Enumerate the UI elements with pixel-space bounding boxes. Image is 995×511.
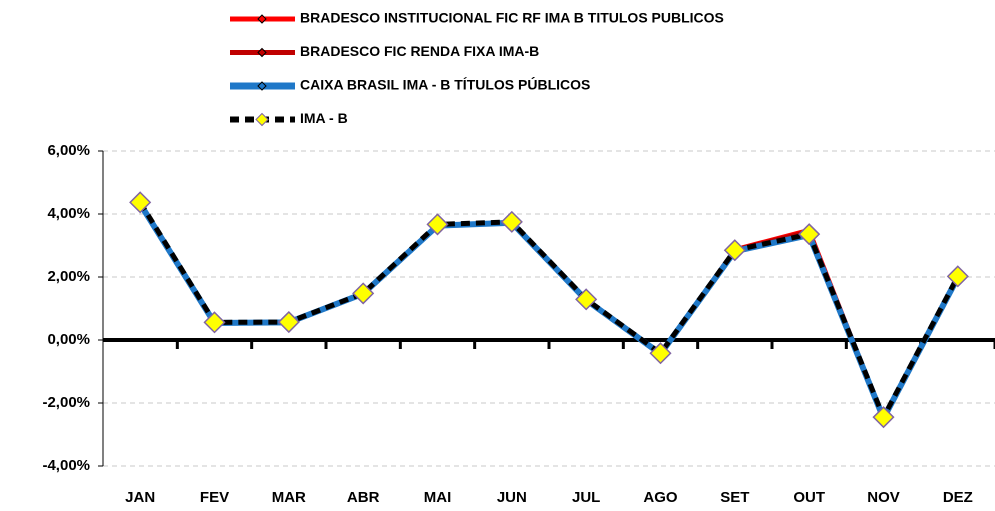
data-marker [798, 223, 821, 246]
y-tick-label: 2,00% [47, 268, 90, 285]
x-tick-label: AGO [643, 489, 678, 506]
y-tick-label: -2,00% [42, 394, 90, 411]
series-line [138, 201, 961, 420]
x-tick-label: DEZ [943, 489, 973, 506]
y-tick-label: 6,00% [47, 142, 90, 159]
data-marker [946, 265, 969, 288]
data-marker [426, 213, 449, 236]
data-marker [277, 310, 300, 334]
x-tick-label: SET [720, 489, 749, 506]
y-tick-label: 4,00% [47, 205, 90, 222]
series-line [138, 203, 960, 421]
legend-label: BRADESCO INSTITUCIONAL FIC RF IMA B TITU… [300, 10, 724, 26]
y-tick-label: -4,00% [42, 457, 90, 474]
series-line [137, 202, 961, 422]
data-marker [203, 311, 226, 334]
x-tick-label: MAR [272, 489, 306, 506]
data-marker [723, 239, 746, 262]
data-marker [500, 210, 523, 233]
x-tick-label: FEV [200, 489, 229, 506]
x-tick-label: ABR [347, 489, 380, 506]
data-marker [575, 288, 598, 311]
series-line [138, 203, 960, 420]
legend-marker [257, 14, 267, 24]
legend: BRADESCO INSTITUCIONAL FIC RF IMA B TITU… [230, 10, 724, 127]
x-tick-label: NOV [867, 489, 900, 506]
legend-marker [257, 81, 267, 91]
legend-label: CAIXA BRASIL IMA - B TÍTULOS PÚBLICOS [300, 76, 590, 93]
legend-label: BRADESCO FIC RENDA FIXA IMA-B [300, 43, 539, 59]
x-tick-label: JUN [497, 489, 527, 506]
data-marker [872, 406, 895, 429]
legend-marker [257, 47, 267, 58]
x-tick-label: JUL [572, 489, 600, 506]
x-tick-label: OUT [793, 489, 825, 506]
y-tick-label: 0,00% [47, 331, 90, 348]
legend-label: IMA - B [300, 110, 348, 126]
data-marker [129, 191, 152, 214]
data-marker [649, 342, 672, 365]
x-tick-label: JAN [125, 489, 155, 506]
x-tick-label: MAI [424, 489, 452, 506]
legend-marker [255, 112, 269, 127]
data-marker [352, 282, 375, 305]
